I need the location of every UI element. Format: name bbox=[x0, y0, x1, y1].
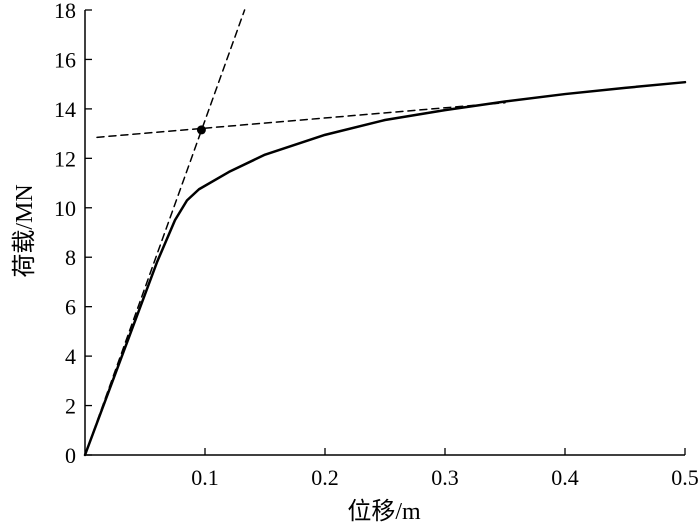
x-tick-label: 0.5 bbox=[671, 465, 699, 490]
y-tick-label: 14 bbox=[54, 97, 76, 122]
y-tick-label: 12 bbox=[54, 146, 76, 171]
y-tick-label: 8 bbox=[65, 245, 76, 270]
y-tick-label: 10 bbox=[54, 196, 76, 221]
y-tick-label: 16 bbox=[54, 47, 76, 72]
initial-tangent-dashed-line bbox=[84, 9, 246, 456]
y-axis-title: 荷载/MN bbox=[11, 184, 38, 277]
x-axis-title: 位移/m bbox=[347, 498, 421, 523]
y-tick-label: 2 bbox=[65, 394, 76, 419]
axes: 0 2 4 6 8 10 12 14 16 18 0.1 0.2 0.3 0.4 0.5 bbox=[54, 0, 699, 490]
y-tick-label: 6 bbox=[65, 295, 76, 320]
x-tick-label: 0.3 bbox=[431, 465, 459, 490]
final-tangent-dashed-line bbox=[96, 101, 506, 139]
plot-markers bbox=[196, 125, 206, 135]
y-tick-label: 18 bbox=[54, 0, 76, 23]
plot-lines bbox=[83, 9, 687, 457]
x-tick-label: 0.4 bbox=[551, 465, 579, 490]
x-tick-label: 0.1 bbox=[191, 465, 219, 490]
x-tick-label: 0.2 bbox=[311, 465, 339, 490]
load-displacement-curve bbox=[83, 80, 687, 457]
y-tick-label: 4 bbox=[65, 344, 76, 369]
y-tick-label: 0 bbox=[65, 443, 76, 468]
intersection-point bbox=[196, 125, 206, 135]
